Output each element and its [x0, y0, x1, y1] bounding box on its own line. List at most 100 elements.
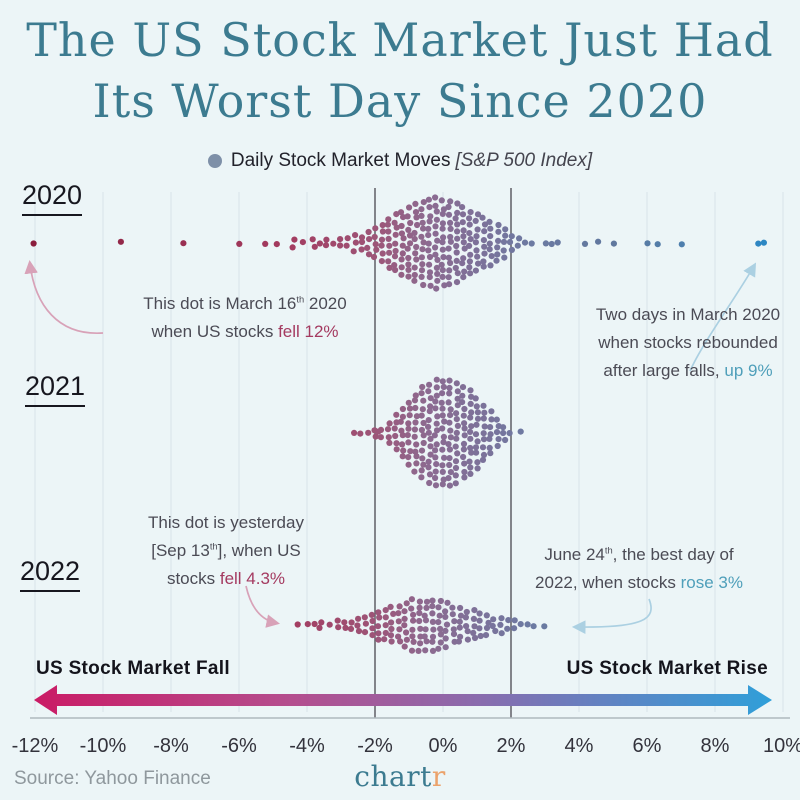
data-point: [475, 260, 482, 267]
data-point: [420, 419, 427, 427]
annotation-june24: June 24th, the best day of 2022, when sto…: [535, 545, 743, 592]
data-point: [403, 600, 410, 607]
legend-dot-icon: [207, 154, 222, 168]
data-point: [506, 239, 514, 246]
data-point: [486, 218, 493, 225]
data-point: [407, 448, 414, 455]
data-point: [454, 402, 461, 409]
year-label-2020: 2020: [22, 180, 83, 216]
data-point: [412, 209, 420, 216]
data-point: [375, 630, 382, 637]
data-point: [438, 261, 445, 268]
data-point: [416, 617, 423, 625]
arrow-to-june24-dot: [571, 598, 652, 634]
data-point: [453, 416, 460, 423]
data-point: [391, 219, 398, 226]
data-point: [501, 254, 508, 261]
data-point: [495, 228, 502, 235]
data-point: [413, 453, 420, 460]
x-tick-label: 10%: [762, 735, 800, 757]
data-point: [369, 632, 376, 639]
data-point: [449, 611, 456, 618]
data-point: [654, 241, 661, 248]
data-point: [412, 200, 419, 207]
data-point: [391, 262, 398, 269]
year-label-2021: 2021: [25, 371, 86, 407]
data-point: [421, 633, 428, 640]
data-point: [236, 240, 243, 247]
data-point: [452, 472, 459, 479]
data-point: [467, 444, 474, 452]
data-point: [384, 221, 391, 228]
data-point: [432, 405, 439, 412]
data-point: [461, 420, 468, 427]
data-point: [461, 474, 468, 481]
data-point: [473, 247, 480, 254]
data-point: [434, 277, 441, 284]
data-point: [348, 619, 355, 626]
data-point: [460, 233, 467, 240]
data-point: [426, 408, 433, 415]
data-point: [447, 406, 454, 413]
data-point: [517, 621, 524, 628]
data-point: [459, 219, 466, 226]
data-point: [446, 377, 453, 384]
data-point: [406, 204, 413, 211]
data-point: [453, 435, 460, 442]
data-point: [452, 215, 459, 222]
data-point: [418, 267, 426, 274]
data-point: [678, 241, 685, 248]
data-point: [446, 482, 453, 489]
data-point: [443, 621, 451, 628]
data-point: [610, 240, 618, 247]
data-point: [454, 221, 461, 228]
data-point: [361, 614, 368, 621]
data-point: [416, 604, 423, 611]
data-point: [392, 240, 399, 247]
data-point: [439, 210, 446, 217]
data-point: [420, 461, 427, 468]
data-point: [445, 245, 452, 252]
data-point: [386, 249, 393, 256]
data-point: [403, 636, 410, 643]
data-point: [420, 225, 427, 232]
data-point: [371, 233, 378, 241]
data-point: [408, 596, 415, 603]
data-point: [418, 467, 425, 474]
data-point: [417, 633, 424, 640]
data-point: [418, 206, 425, 213]
data-point: [459, 384, 467, 391]
data-point: [500, 247, 507, 254]
data-point: [382, 614, 389, 621]
data-point: [459, 260, 466, 267]
data-point: [330, 240, 337, 247]
data-point: [388, 638, 395, 645]
data-point: [404, 245, 411, 252]
data-point: [439, 267, 446, 274]
data-point: [470, 629, 477, 637]
data-point: [344, 235, 351, 242]
data-point: [117, 238, 124, 245]
data-point: [502, 436, 509, 444]
data-point: [467, 400, 474, 407]
data-point: [524, 621, 531, 628]
data-point: [461, 405, 468, 413]
data-point: [442, 608, 449, 615]
chartr-logo: chartr: [300, 760, 500, 793]
data-point: [439, 273, 446, 280]
data-point: [454, 395, 461, 402]
data-point: [409, 626, 416, 633]
x-tick-label: 6%: [632, 735, 662, 757]
data-point: [385, 216, 392, 223]
year-label-2022: 2022: [20, 556, 81, 592]
data-point: [488, 253, 495, 260]
data-point: [432, 398, 439, 405]
data-point: [407, 219, 414, 227]
data-point: [429, 647, 437, 655]
data-point: [427, 213, 434, 220]
data-point: [425, 247, 432, 254]
data-point: [420, 281, 427, 289]
data-point: [541, 623, 548, 630]
data-point: [453, 429, 460, 436]
